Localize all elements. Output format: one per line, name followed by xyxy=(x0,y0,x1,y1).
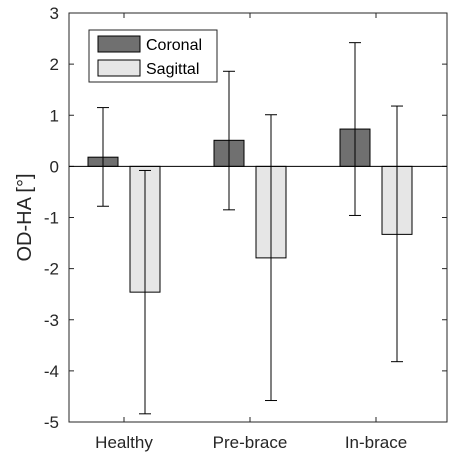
y-tick-label: -3 xyxy=(44,311,59,330)
y-tick-label: -2 xyxy=(44,260,59,279)
y-tick-label: 2 xyxy=(50,55,59,74)
x-tick-label: Healthy xyxy=(95,433,153,452)
x-tick-label: Pre-brace xyxy=(213,433,288,452)
legend-label: Coronal xyxy=(146,37,202,54)
x-tick-label: In-brace xyxy=(345,433,407,452)
legend-swatch xyxy=(97,35,141,53)
y-tick-label: 3 xyxy=(50,4,59,23)
legend-swatch xyxy=(97,59,141,77)
y-tick-label: -5 xyxy=(44,413,59,432)
legend-label: Sagittal xyxy=(146,61,199,78)
y-tick-label: 0 xyxy=(50,157,59,176)
y-tick-label: -4 xyxy=(44,362,59,381)
y-axis-title: OD-HA [°] xyxy=(14,173,36,261)
y-tick-label: -1 xyxy=(44,209,59,228)
y-tick-label: 1 xyxy=(50,106,59,125)
